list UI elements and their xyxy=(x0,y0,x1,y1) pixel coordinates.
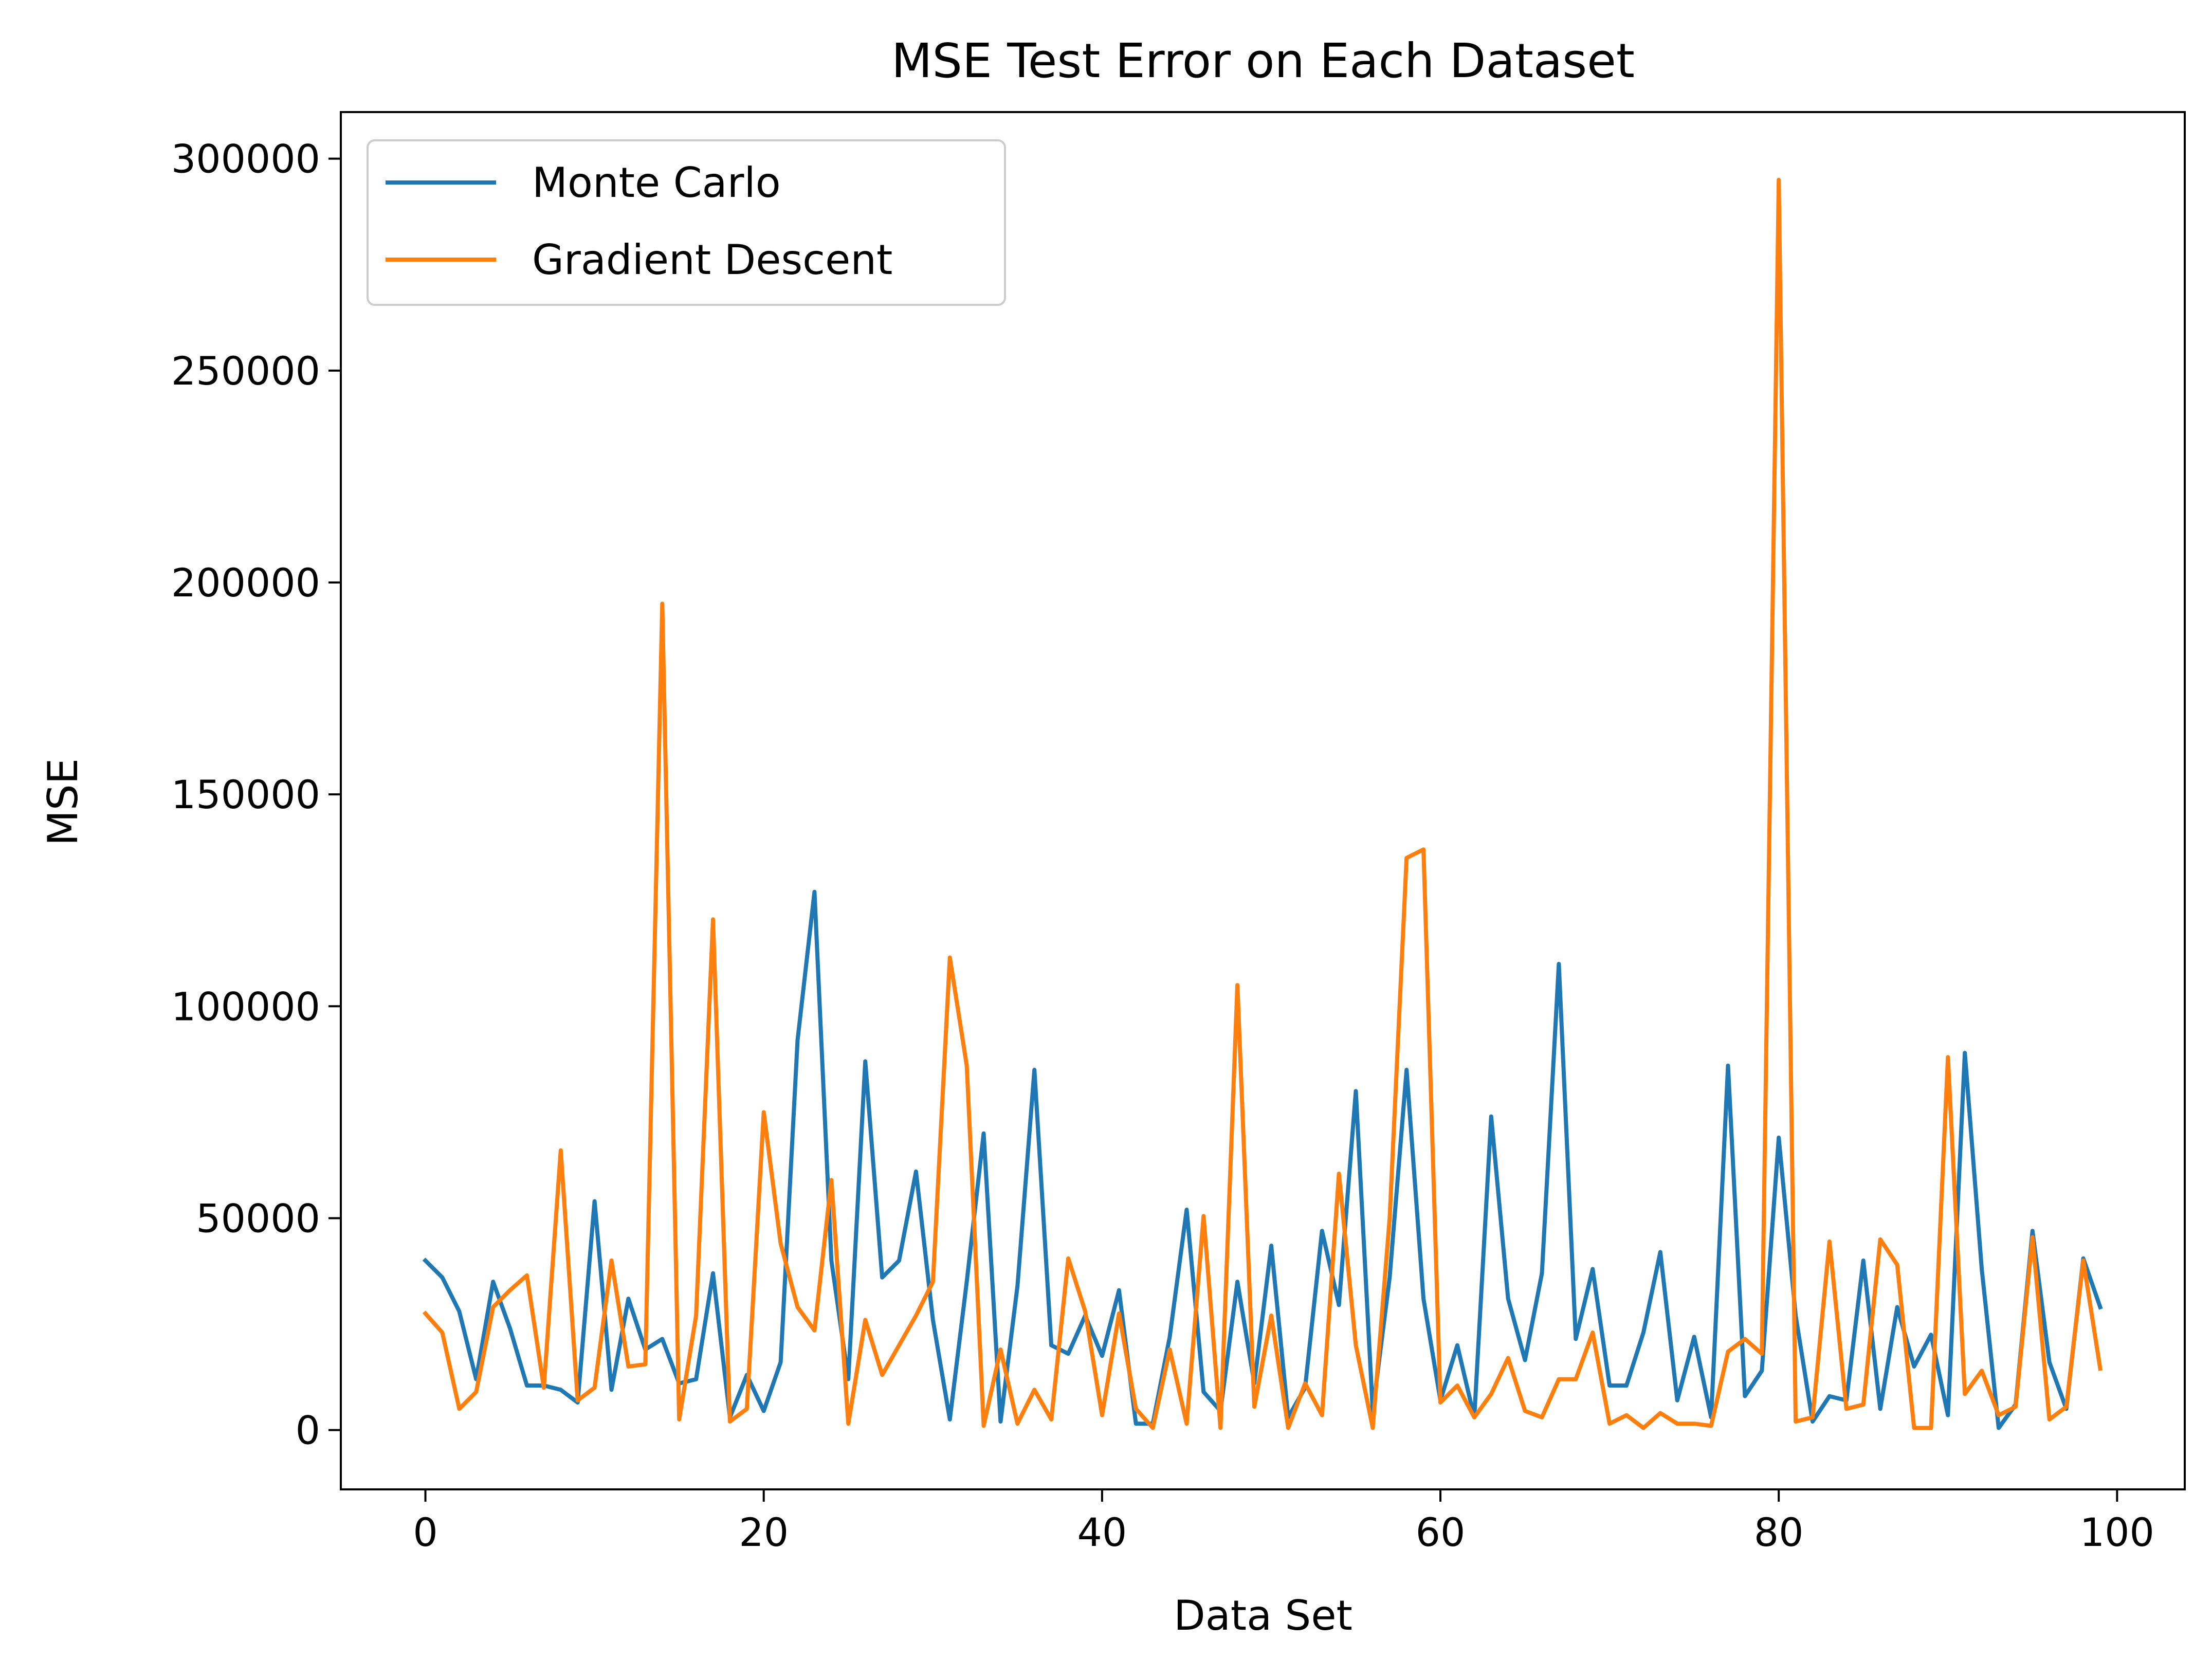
chart-title: MSE Test Error on Each Dataset xyxy=(891,33,1635,88)
plot-frame xyxy=(340,111,2186,1490)
x-tick-label: 0 xyxy=(413,1509,437,1555)
y-tick-label: 100000 xyxy=(171,983,320,1029)
legend: Monte Carlo Gradient Descent xyxy=(367,139,1006,306)
y-tick-label: 300000 xyxy=(171,136,320,182)
x-axis-label: Data Set xyxy=(1174,1592,1352,1639)
x-tick-label: 60 xyxy=(1416,1509,1466,1555)
x-tick-label: 100 xyxy=(2080,1509,2154,1555)
y-axis-label: MSE xyxy=(39,758,87,846)
y-tick-label: 250000 xyxy=(171,348,320,394)
legend-box xyxy=(367,139,1006,306)
series-line-monte-carlo xyxy=(422,889,2103,1430)
y-tick-label: 50000 xyxy=(196,1195,320,1241)
x-tick-label: 20 xyxy=(739,1509,789,1555)
y-tick-label: 150000 xyxy=(171,772,320,817)
legend-label-gradient-descent: Gradient Descent xyxy=(532,236,892,284)
legend-label-monte-carlo: Monte Carlo xyxy=(532,159,781,207)
series-line-gradient-descent xyxy=(422,177,2103,1430)
x-axis-ticks: 0 20 40 60 80 100 xyxy=(413,1489,2154,1555)
y-tick-label: 200000 xyxy=(171,560,320,606)
x-tick-label: 80 xyxy=(1754,1509,1804,1555)
y-tick-label: 0 xyxy=(296,1408,320,1453)
plot-lines xyxy=(422,177,2103,1430)
y-axis-ticks: 0 50000 100000 150000 200000 250000 300000 xyxy=(171,136,341,1453)
x-tick-label: 40 xyxy=(1077,1509,1127,1555)
